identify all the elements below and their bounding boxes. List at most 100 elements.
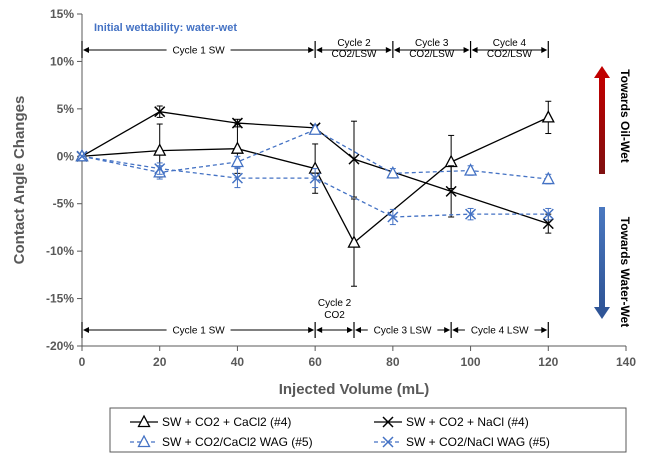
legend-item: SW + CO2 + NaCl (#4) xyxy=(374,415,529,429)
x-tick-label: 40 xyxy=(231,355,245,369)
x-tick-label: 100 xyxy=(461,355,481,369)
top-cycle-label: Cycle 3 xyxy=(415,38,449,49)
top-arrow-head xyxy=(316,47,323,53)
x-tick-label: 60 xyxy=(308,355,322,369)
bottom-cycle-label: Cycle 2 xyxy=(318,298,352,309)
data-point xyxy=(230,141,245,154)
bottom-arrow-head xyxy=(541,327,548,333)
towards-water-wet-label: Towards Water-Wet xyxy=(618,217,632,327)
data-point xyxy=(231,172,243,184)
top-cycle-label: Cycle 2 xyxy=(337,38,371,49)
bottom-arrow-head xyxy=(308,327,315,333)
data-point xyxy=(465,208,477,220)
top-cycle-label: CO2/LSW xyxy=(331,49,377,60)
y-tick-label: 0% xyxy=(57,149,75,163)
bottom-arrow-head xyxy=(355,327,361,333)
top-arrow-head xyxy=(83,47,89,53)
x-tick-label: 0 xyxy=(79,355,86,369)
bottom-arrow-head xyxy=(452,327,459,333)
water-wet-arrow-shaft xyxy=(599,207,605,307)
top-arrow-head xyxy=(541,47,548,53)
bottom-arrow-head xyxy=(444,327,451,333)
top-cycle-label: Cycle 4 xyxy=(493,38,527,49)
oil-wet-arrow-head xyxy=(594,66,610,78)
data-point xyxy=(308,122,322,135)
data-point xyxy=(542,218,554,230)
wettability-note: Initial wettability: water-wet xyxy=(94,22,237,34)
series-4 xyxy=(76,150,554,226)
legend-marker xyxy=(382,416,394,428)
legend-marker xyxy=(137,434,151,448)
legend-marker xyxy=(137,414,151,428)
bottom-arrow-head xyxy=(83,327,89,333)
plot-area xyxy=(75,100,555,287)
marker-stroke xyxy=(387,211,399,223)
marker-stroke xyxy=(445,185,457,197)
marker-stroke xyxy=(382,436,394,448)
legend-box xyxy=(109,407,627,453)
top-cycle-label: CO2/LSW xyxy=(409,49,455,60)
top-arrow-head xyxy=(463,47,470,53)
data-point xyxy=(154,106,166,118)
y-tick-label: -20% xyxy=(46,339,74,353)
marker-stroke xyxy=(309,172,321,184)
bottom-cycle-label: CO2 xyxy=(324,310,345,321)
bottom-cycle-label: Cycle 3 LSW xyxy=(374,326,432,337)
marker-stroke xyxy=(542,208,554,220)
x-tick-label: 20 xyxy=(153,355,167,369)
marker-stroke xyxy=(154,163,166,175)
y-axis-title: Contact Angle Changes xyxy=(11,96,28,265)
y-tick-label: 5% xyxy=(57,102,75,116)
y-tick-label: -15% xyxy=(46,292,74,306)
direction-arrows: Towards Oil-Wet Towards Water-Wet xyxy=(594,66,632,327)
bottom-cycle-label: Cycle 4 LSW xyxy=(471,326,529,337)
top-arrow-head xyxy=(393,47,400,53)
data-point xyxy=(230,154,245,168)
legend-label: SW + CO2/CaCl2 WAG (#5) xyxy=(162,435,313,449)
data-point xyxy=(153,143,167,156)
top-cycle-label: Cycle 1 SW xyxy=(172,46,225,57)
legend-label: SW + CO2/NaCl WAG (#5) xyxy=(406,435,550,449)
data-point xyxy=(347,235,361,248)
data-point xyxy=(541,171,555,185)
bottom-arrow-head xyxy=(347,327,353,333)
legend-label: SW + CO2 + CaCl2 (#4) xyxy=(162,415,291,429)
data-point xyxy=(387,211,399,223)
legend-item: SW + CO2/CaCl2 WAG (#5) xyxy=(130,434,313,449)
y-tick-label: -5% xyxy=(53,197,75,211)
y-tick-label: 10% xyxy=(50,54,74,68)
marker-stroke xyxy=(231,117,243,129)
data-point xyxy=(154,163,166,175)
water-wet-arrow-head xyxy=(594,307,610,319)
data-point xyxy=(463,163,478,176)
top-arrow-head xyxy=(385,47,392,53)
data-point xyxy=(444,154,458,168)
x-axis-title: Injected Volume (mL) xyxy=(279,381,430,398)
bottom-arrow-head xyxy=(316,327,323,333)
marker-stroke xyxy=(231,172,243,184)
towards-oil-wet-label: Towards Oil-Wet xyxy=(618,69,632,163)
x-tick-label: 120 xyxy=(538,355,558,369)
legend-marker xyxy=(382,436,394,448)
data-point xyxy=(542,208,554,220)
marker-stroke xyxy=(348,153,360,165)
legend-item: SW + CO2/NaCl WAG (#5) xyxy=(374,435,550,449)
oil-wet-arrow-shaft xyxy=(599,78,605,174)
legend: SW + CO2 + CaCl2 (#4) SW + CO2 + NaCl (#4… xyxy=(109,407,627,453)
data-point xyxy=(541,109,555,123)
marker-stroke xyxy=(465,208,477,220)
bottom-cycle-label: Cycle 1 SW xyxy=(172,326,225,337)
data-point xyxy=(231,117,243,129)
top-arrow-head xyxy=(308,47,315,53)
x-tick-label: 80 xyxy=(386,355,400,369)
marker-stroke xyxy=(382,416,394,428)
top-cycle-label: CO2/LSW xyxy=(487,49,533,60)
data-point xyxy=(309,172,321,184)
marker-stroke xyxy=(76,150,88,162)
marker-stroke xyxy=(542,218,554,230)
top-arrow-head xyxy=(471,47,478,53)
data-point xyxy=(348,153,360,165)
data-point xyxy=(386,165,400,179)
